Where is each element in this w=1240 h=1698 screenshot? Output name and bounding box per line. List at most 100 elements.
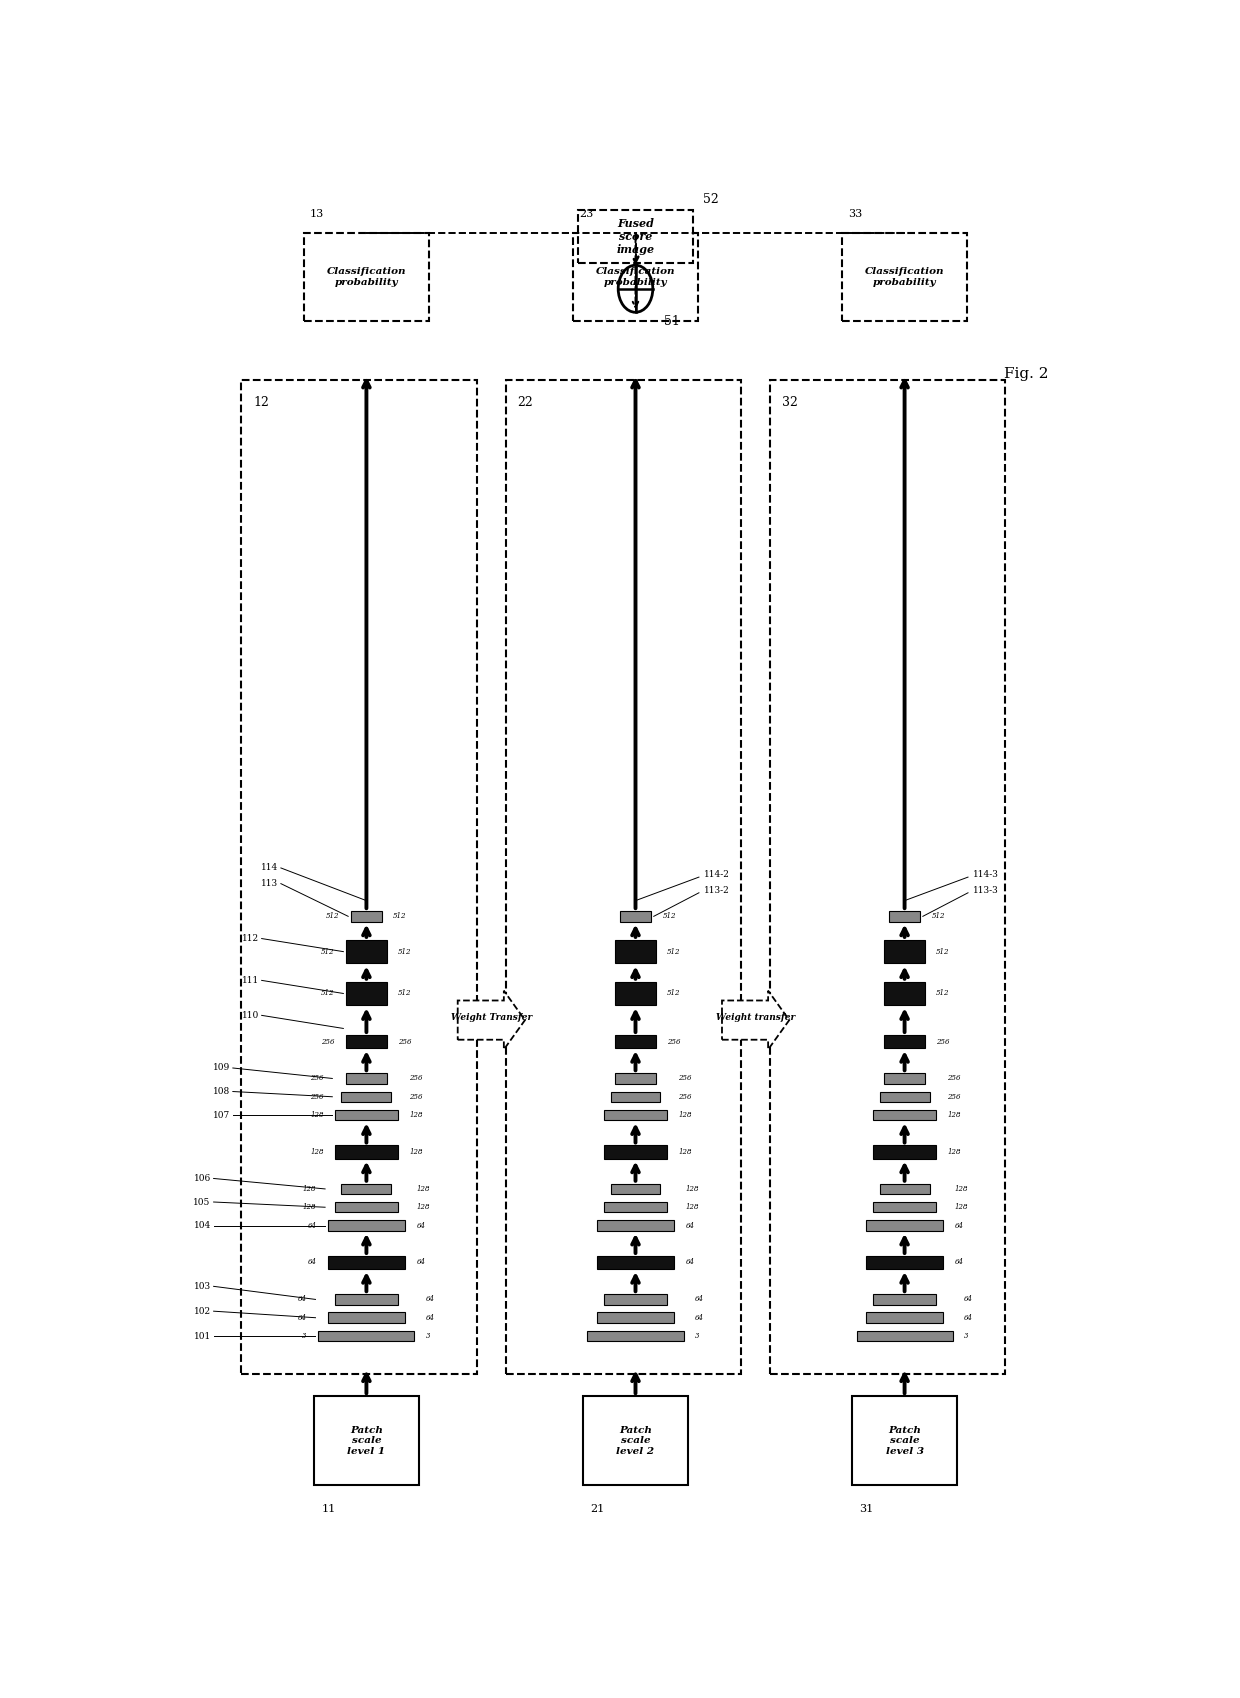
Text: 13: 13 [310,209,324,219]
Bar [620,912,651,922]
Text: 103: 103 [193,1282,211,1290]
Text: Patch
scale
level 3: Patch scale level 3 [885,1426,924,1455]
Bar [583,1396,688,1486]
Bar [596,1221,675,1231]
Text: 23: 23 [579,209,593,219]
Text: 104: 104 [193,1221,211,1229]
Bar [879,1184,930,1194]
Bar [873,1146,936,1158]
Text: 256: 256 [310,1094,324,1100]
Text: 256: 256 [678,1094,692,1100]
Bar [346,981,387,1005]
Text: 113: 113 [260,880,278,888]
Text: 128: 128 [686,1204,699,1211]
Bar [341,1184,392,1194]
Text: 107: 107 [213,1110,229,1119]
Text: 64: 64 [955,1258,963,1267]
Bar [346,941,387,963]
Polygon shape [722,990,789,1049]
Text: 12: 12 [253,396,269,409]
Text: Patch
scale
level 2: Patch scale level 2 [616,1426,655,1455]
Text: 256: 256 [936,1037,950,1046]
Text: 113-2: 113-2 [704,886,729,895]
Bar [873,1294,936,1304]
Text: 64: 64 [298,1314,306,1321]
Bar [615,941,656,963]
Bar [873,1110,936,1121]
Text: 128: 128 [947,1110,961,1119]
Text: 128: 128 [955,1204,968,1211]
Bar [335,1202,398,1212]
Text: 256: 256 [398,1037,412,1046]
Text: 52: 52 [703,194,718,207]
Text: 3: 3 [965,1331,968,1340]
Bar [884,941,925,963]
Bar [319,1331,414,1341]
Text: Fig. 2: Fig. 2 [1004,367,1049,380]
Bar [506,380,742,1374]
Text: 512: 512 [667,990,681,997]
Text: 64: 64 [696,1296,704,1304]
Text: 512: 512 [936,990,950,997]
Bar [842,233,967,321]
Bar [327,1257,404,1268]
Text: 256: 256 [310,1075,324,1082]
Bar [335,1294,398,1304]
Bar [615,1036,656,1048]
Bar [615,1073,656,1083]
Bar [857,1331,952,1341]
Text: 64: 64 [965,1314,973,1321]
Text: 112: 112 [242,934,259,942]
Text: 128: 128 [678,1148,692,1156]
Text: Classification
probability: Classification probability [864,267,945,287]
Bar [351,912,382,922]
Text: 128: 128 [417,1204,430,1211]
Text: 256: 256 [947,1094,961,1100]
Bar [596,1313,675,1323]
Bar [327,1313,404,1323]
Text: 512: 512 [931,912,945,920]
Text: Weight transfer: Weight transfer [715,1014,795,1022]
Text: Fused
score
image: Fused score image [616,217,655,255]
Bar [852,1396,957,1486]
Text: 114-3: 114-3 [973,869,998,880]
Text: 128: 128 [310,1110,324,1119]
Bar [242,380,477,1374]
Bar [304,233,429,321]
Bar [610,1092,661,1102]
Text: 128: 128 [303,1204,316,1211]
Text: 64: 64 [308,1221,316,1229]
Text: 106: 106 [193,1173,211,1184]
Text: 256: 256 [409,1094,423,1100]
Bar [604,1202,667,1212]
Text: 256: 256 [321,1037,335,1046]
Text: Weight Transfer: Weight Transfer [450,1014,532,1022]
Bar [588,1331,683,1341]
Text: 512: 512 [326,912,340,920]
Bar [884,1073,925,1083]
Bar [335,1110,398,1121]
Text: 64: 64 [308,1258,316,1267]
Text: 64: 64 [427,1314,435,1321]
Text: 512: 512 [321,947,335,956]
Text: 21: 21 [590,1504,605,1513]
Bar [866,1221,942,1231]
Text: 64: 64 [417,1258,425,1267]
Bar [341,1092,392,1102]
Text: 113-3: 113-3 [973,886,998,895]
Text: 128: 128 [409,1110,423,1119]
Text: 256: 256 [947,1075,961,1082]
Bar [873,1202,936,1212]
Text: 108: 108 [213,1087,229,1095]
Bar [327,1221,404,1231]
Text: 110: 110 [242,1010,259,1020]
Text: 128: 128 [686,1185,699,1194]
Text: 128: 128 [955,1185,968,1194]
Bar [610,1184,661,1194]
Text: 64: 64 [427,1296,435,1304]
Text: 64: 64 [696,1314,704,1321]
Text: 512: 512 [398,947,412,956]
Bar [615,981,656,1005]
Text: Classification
probability: Classification probability [595,267,676,287]
Bar [884,981,925,1005]
